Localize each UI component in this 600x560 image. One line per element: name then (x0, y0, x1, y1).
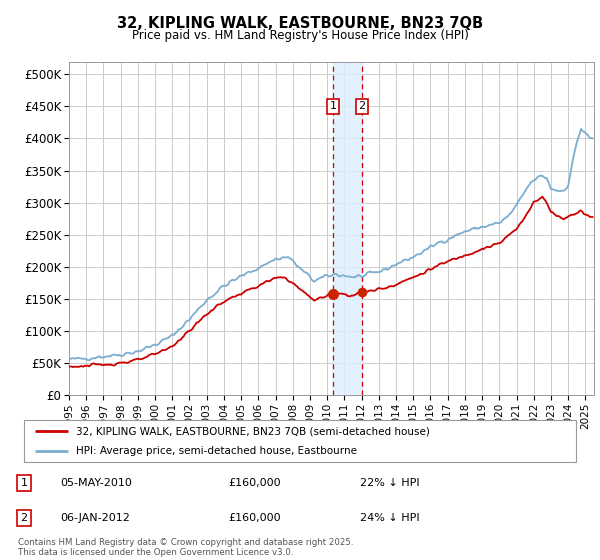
Text: 32, KIPLING WALK, EASTBOURNE, BN23 7QB (semi-detached house): 32, KIPLING WALK, EASTBOURNE, BN23 7QB (… (76, 426, 430, 436)
Text: 32, KIPLING WALK, EASTBOURNE, BN23 7QB: 32, KIPLING WALK, EASTBOURNE, BN23 7QB (117, 16, 483, 31)
Text: Contains HM Land Registry data © Crown copyright and database right 2025.
This d: Contains HM Land Registry data © Crown c… (18, 538, 353, 557)
FancyBboxPatch shape (24, 420, 576, 462)
Text: £160,000: £160,000 (228, 478, 281, 488)
Bar (333, 62, 362, 395)
Text: 2: 2 (20, 513, 28, 523)
Text: 22% ↓ HPI: 22% ↓ HPI (360, 478, 419, 488)
Text: HPI: Average price, semi-detached house, Eastbourne: HPI: Average price, semi-detached house,… (76, 446, 358, 456)
Text: 24% ↓ HPI: 24% ↓ HPI (360, 513, 419, 523)
Text: 1: 1 (330, 101, 337, 111)
Text: 1: 1 (20, 478, 28, 488)
Text: 2: 2 (358, 101, 365, 111)
Text: Price paid vs. HM Land Registry's House Price Index (HPI): Price paid vs. HM Land Registry's House … (131, 29, 469, 42)
Text: 06-JAN-2012: 06-JAN-2012 (60, 513, 130, 523)
Text: £160,000: £160,000 (228, 513, 281, 523)
Text: 05-MAY-2010: 05-MAY-2010 (60, 478, 132, 488)
